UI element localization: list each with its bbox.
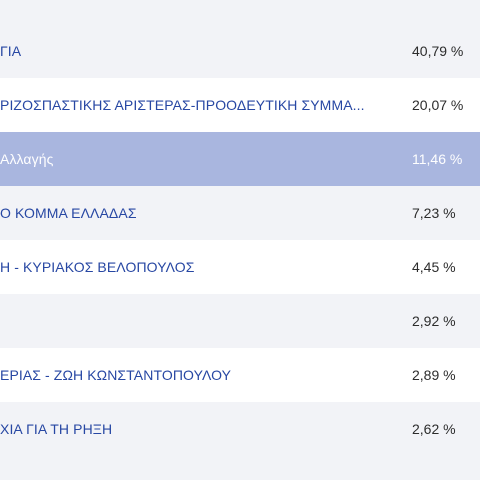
vote-percentage: 11,46 % xyxy=(412,151,463,167)
result-row[interactable]: Η - ΚΥΡΙΑΚΟΣ ΒΕΛΟΠΟΥΛΟΣ 4,45 % xyxy=(0,240,480,294)
result-row-selected[interactable]: Αλλαγής 11,46 % xyxy=(0,132,480,186)
vote-percentage: 2,92 % xyxy=(412,313,456,329)
result-row[interactable]: Ο ΚΟΜΜΑ ΕΛΛΑΔΑΣ 7,23 % xyxy=(0,186,480,240)
vote-percentage: 40,79 % xyxy=(412,43,464,59)
party-name: Η - ΚΥΡΙΑΚΟΣ ΒΕΛΟΠΟΥΛΟΣ xyxy=(0,259,195,275)
result-row[interactable]: ΕΡΙΑΣ - ΖΩΗ ΚΩΝΣΤΑΝΤΟΠΟΥΛΟΥ 2,89 % xyxy=(0,348,480,402)
vote-percentage: 2,62 % xyxy=(412,421,456,437)
result-row[interactable]: ΓΙΑ 40,79 % xyxy=(0,24,480,78)
party-name: ΧΙΑ ΓΙΑ ΤΗ ΡΗΞΗ xyxy=(0,421,113,437)
party-name: ΓΙΑ xyxy=(0,43,22,59)
party-name: ΕΡΙΑΣ - ΖΩΗ ΚΩΝΣΤΑΝΤΟΠΟΥΛΟΥ xyxy=(0,367,232,383)
party-name: ΡΙΖΟΣΠΑΣΤΙΚΗΣ ΑΡΙΣΤΕΡΑΣ-ΠΡΟΟΔΕΥΤΙΚΗ ΣΥΜΜ… xyxy=(0,97,365,113)
result-row[interactable]: ΧΙΑ ΓΙΑ ΤΗ ΡΗΞΗ 2,62 % xyxy=(0,402,480,456)
vote-percentage: 7,23 % xyxy=(412,205,456,221)
result-row[interactable]: ΡΙΖΟΣΠΑΣΤΙΚΗΣ ΑΡΙΣΤΕΡΑΣ-ΠΡΟΟΔΕΥΤΙΚΗ ΣΥΜΜ… xyxy=(0,78,480,132)
vote-percentage: 20,07 % xyxy=(412,97,464,113)
party-name: Αλλαγής xyxy=(0,151,54,167)
vote-percentage: 2,89 % xyxy=(412,367,456,383)
party-name: Ο ΚΟΜΜΑ ΕΛΛΑΔΑΣ xyxy=(0,205,137,221)
vote-percentage: 4,45 % xyxy=(412,259,456,275)
result-row[interactable]: 2,92 % xyxy=(0,294,480,348)
